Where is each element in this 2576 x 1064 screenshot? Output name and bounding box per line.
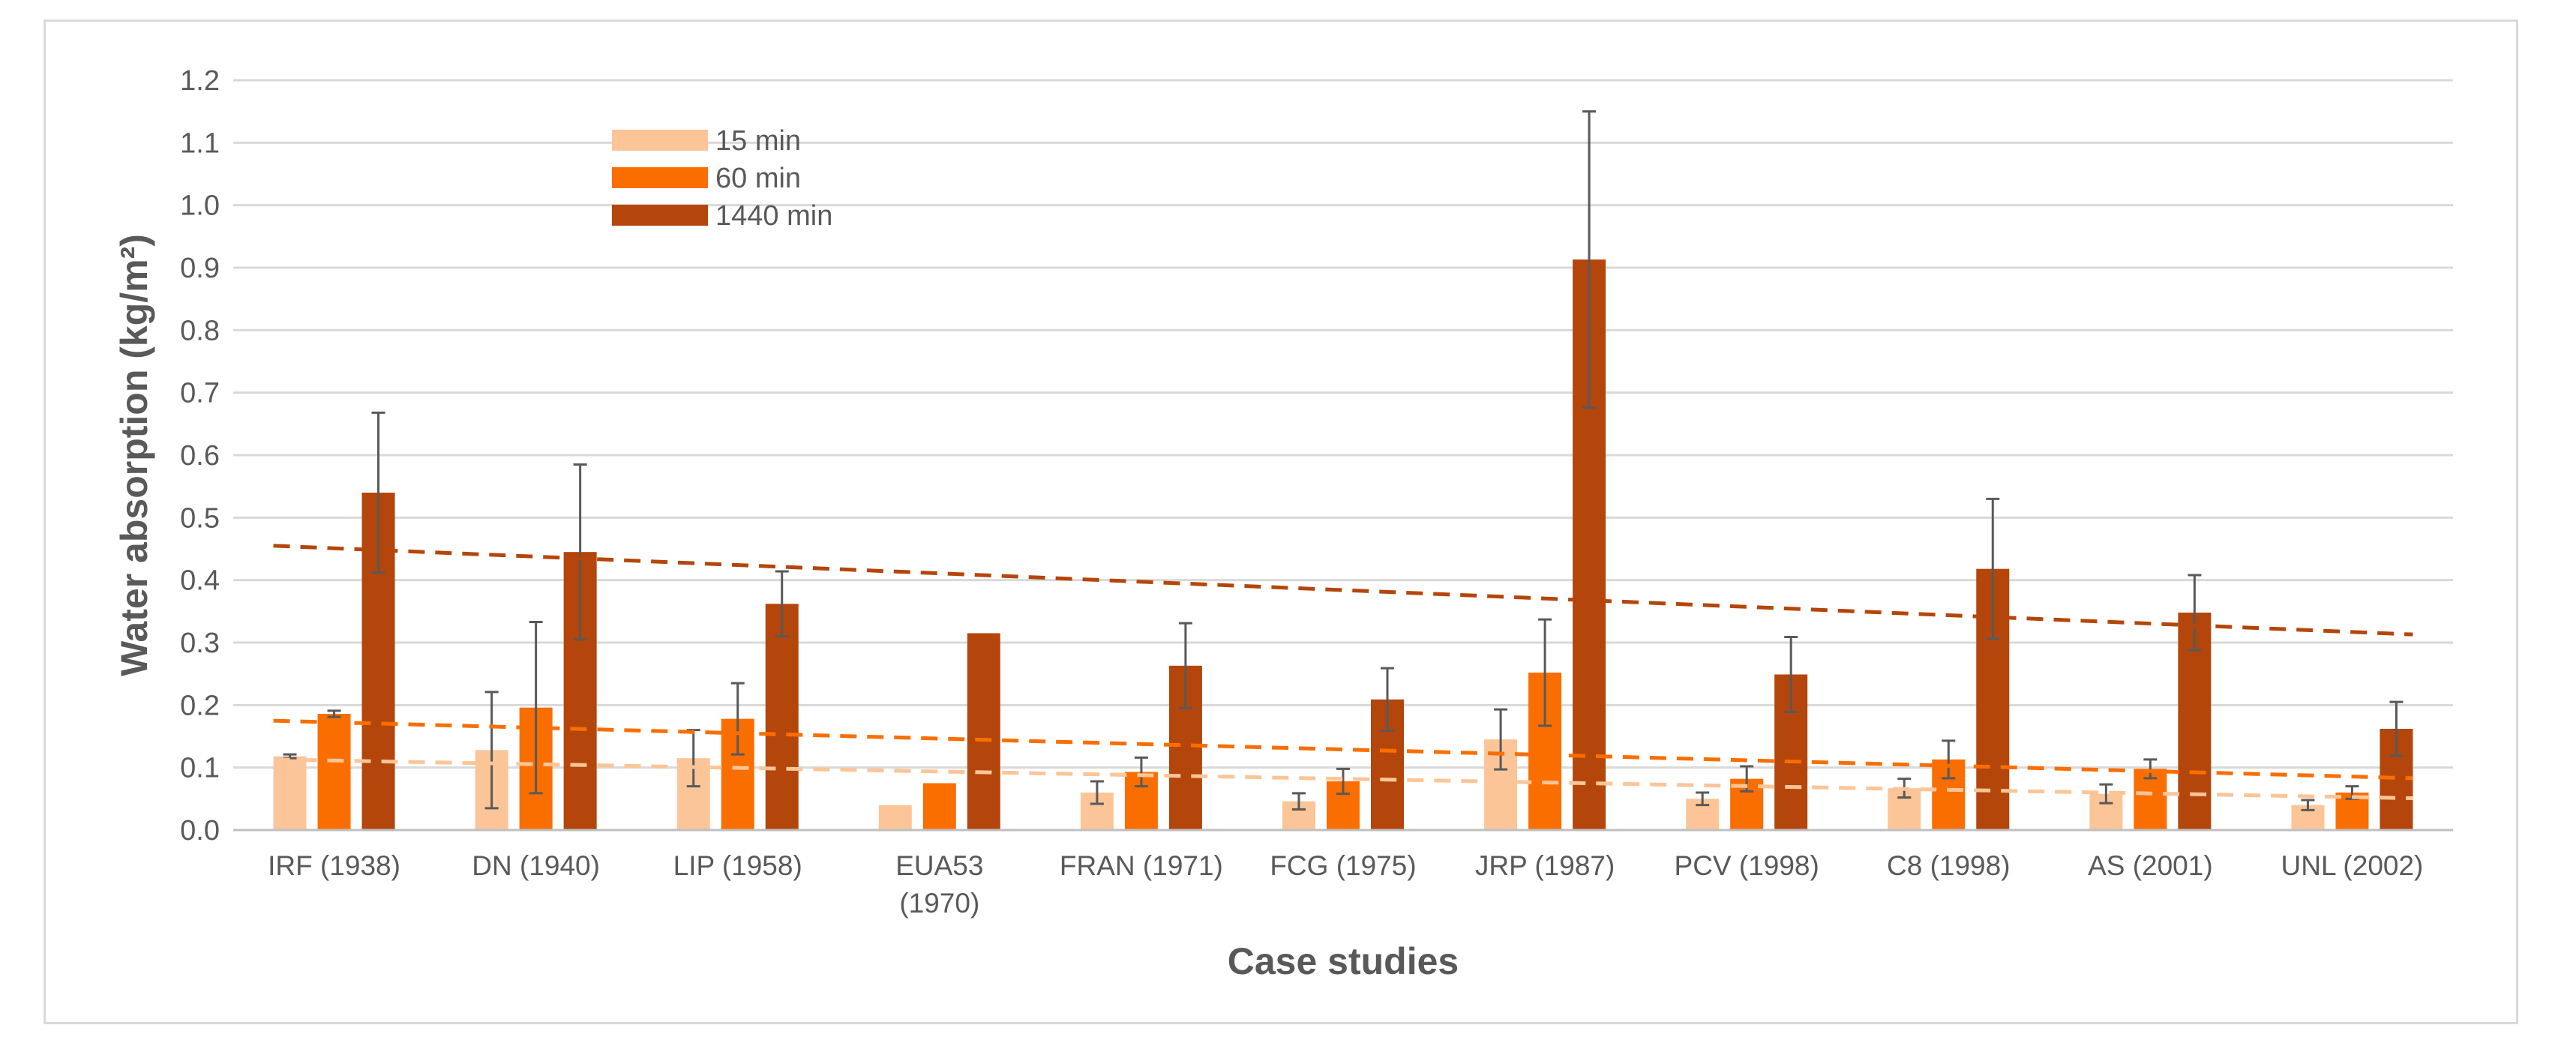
- error-bar: [1696, 791, 1710, 807]
- bar-1440-min: [967, 633, 1000, 830]
- error-bar: [1784, 636, 1798, 713]
- error-bars: [283, 110, 2404, 811]
- error-bar: [1178, 622, 1192, 709]
- bar-60-min: [922, 783, 956, 830]
- error-bar: [1134, 756, 1148, 788]
- legend-label: 1440 min: [715, 200, 832, 232]
- y-tick-label: 0.0: [180, 815, 220, 847]
- x-category-label: UNL (2002): [2281, 850, 2424, 881]
- x-category-label: C8 (1998): [1887, 850, 2011, 881]
- error-bar: [2099, 783, 2113, 805]
- x-category-label: AS (2001): [2088, 850, 2213, 881]
- y-tick-label: 1.1: [180, 127, 220, 159]
- x-category-label: PCV (1998): [1675, 850, 1819, 881]
- legend-swatch-15-min: [612, 130, 708, 151]
- chart-frame: 0.0 0.1 0.2 0.3 0.4 0.5 0.6 0.7 0.8 0.9 1.0 1.1 1.2 …: [43, 19, 2518, 1024]
- bars: [273, 259, 2413, 831]
- error-bar: [2143, 758, 2158, 780]
- x-category-label: FRAN (1971): [1060, 850, 1223, 881]
- error-bar: [1538, 618, 1552, 727]
- trendlines: [273, 544, 2413, 800]
- error-bar: [2301, 799, 2315, 811]
- y-tick-label: 0.5: [180, 502, 220, 534]
- x-category-label: EUA53: [895, 850, 983, 881]
- y-tick-label: 0.8: [180, 315, 220, 346]
- y-tick-label: 0.4: [180, 565, 220, 597]
- error-bar: [1942, 739, 1956, 780]
- gridlines: [233, 79, 2453, 769]
- error-bar: [730, 682, 745, 756]
- legend-swatch-60-min: [612, 167, 708, 188]
- error-bar: [484, 691, 499, 810]
- error-bar: [1494, 708, 1508, 771]
- x-category-label: JRP (1987): [1475, 850, 1615, 881]
- error-bar: [1292, 792, 1306, 811]
- error-bar: [1582, 110, 1597, 409]
- y-tick-label: 1.2: [180, 65, 220, 97]
- bar-60-min: [317, 714, 351, 830]
- x-category-label: DN (1940): [472, 850, 600, 881]
- x-category-label-line2: (1970): [899, 888, 979, 919]
- x-category-label: FCG (1975): [1270, 850, 1416, 881]
- error-bar: [1381, 667, 1394, 732]
- x-category-label: IRF (1938): [268, 850, 400, 881]
- x-axis-title: Case studies: [1228, 940, 1459, 982]
- error-bar: [371, 411, 385, 574]
- y-axis-ticks: 0.0 0.1 0.2 0.3 0.4 0.5 0.6 0.7 0.8 0.9 1.0 1.1 1.2: [180, 65, 220, 847]
- x-axis-categories: IRF (1938) DN (1940) LIP (1958) EUA53 (1970)…: [268, 850, 2423, 919]
- y-tick-label: 0.7: [180, 378, 220, 409]
- trendline-15-min: [273, 757, 2413, 800]
- legend-label: 60 min: [715, 163, 801, 194]
- y-tick-label: 0.2: [180, 690, 220, 721]
- bar-15-min: [273, 756, 307, 830]
- error-bar: [775, 570, 789, 638]
- error-bar: [1986, 497, 2000, 640]
- y-tick-label: 1.0: [180, 190, 220, 222]
- chart-canvas: 0.00.10.20.30.40.50.60.70.80.91.01.11.2 …: [113, 65, 2453, 982]
- trendline-1440-min: [273, 544, 2413, 637]
- y-axis-title: Water absorption (kg/m²): [113, 234, 155, 676]
- legend-label: 15 min: [715, 125, 801, 157]
- trendline-60-min: [273, 718, 2413, 781]
- x-category-label: LIP (1958): [673, 850, 802, 881]
- error-bar: [573, 463, 587, 641]
- bar-15-min: [878, 805, 912, 830]
- y-tick-label: 0.6: [180, 440, 220, 472]
- error-bar: [529, 621, 543, 795]
- legend-swatch-1440-min: [612, 205, 708, 226]
- error-bar: [2389, 700, 2404, 757]
- error-bar: [1336, 767, 1350, 796]
- legend: 15 min 60 min 1440 min: [612, 125, 832, 232]
- bar-1440-min: [765, 604, 799, 830]
- error-bar: [2188, 574, 2202, 652]
- y-tick-label: 0.3: [180, 628, 220, 659]
- error-bar: [1090, 780, 1104, 805]
- y-tick-label: 0.9: [180, 253, 220, 284]
- error-bar: [327, 709, 341, 718]
- y-tick-label: 0.1: [180, 753, 220, 784]
